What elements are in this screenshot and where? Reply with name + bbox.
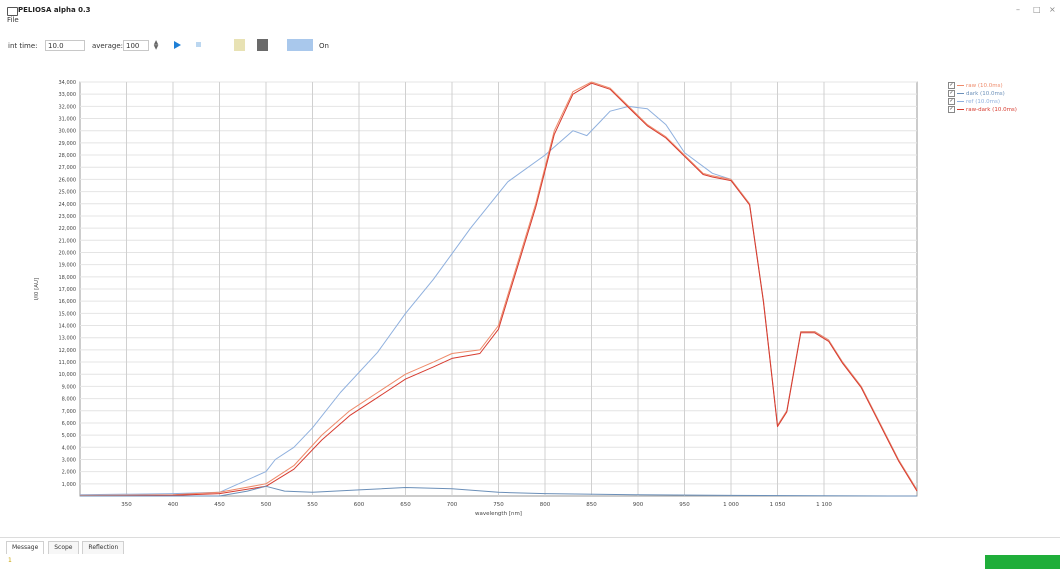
average-stepper[interactable]: ▲ ▼ bbox=[153, 39, 159, 51]
y-tick-label: 25,000 bbox=[59, 190, 77, 196]
y-tick-label: 27,000 bbox=[59, 165, 77, 171]
int-time-label: int time: bbox=[8, 42, 38, 50]
y-tick-label: 33,000 bbox=[59, 92, 77, 98]
legend-checkbox[interactable]: ✓ bbox=[948, 98, 955, 105]
x-tick-label: 650 bbox=[400, 502, 411, 508]
y-tick-label: 12,000 bbox=[59, 348, 77, 354]
legend-checkbox[interactable]: ✓ bbox=[948, 106, 955, 113]
x-tick-label: 800 bbox=[540, 502, 551, 508]
y-tick-label: 4,000 bbox=[62, 445, 76, 451]
x-tick-label: 1 000 bbox=[723, 502, 739, 508]
y-tick-label: 14,000 bbox=[59, 324, 77, 330]
y-tick-label: 8,000 bbox=[62, 397, 76, 403]
y-tick-label: 23,000 bbox=[59, 214, 77, 220]
y-tick-label: 13,000 bbox=[59, 336, 77, 342]
y-tick-label: 28,000 bbox=[59, 153, 77, 159]
legend-swatch bbox=[957, 93, 964, 94]
ref-swatch-button[interactable] bbox=[257, 39, 268, 51]
series-line bbox=[79, 82, 918, 497]
legend-label: dark (10.0ms) bbox=[966, 91, 1005, 97]
stop-icon[interactable] bbox=[196, 42, 201, 47]
bottom-tabs: Message Scope Reflection bbox=[6, 541, 126, 554]
legend-label: raw-dark (10.0ms) bbox=[966, 107, 1017, 113]
title-bar: PELIOSA alpha 0.3 File – □ × bbox=[0, 0, 1060, 24]
y-tick-label: 10,000 bbox=[59, 372, 77, 378]
y-tick-label: 18,000 bbox=[59, 275, 77, 281]
minimize-icon[interactable]: – bbox=[1016, 5, 1020, 14]
x-tick-label: 450 bbox=[214, 502, 225, 508]
x-tick-label: 500 bbox=[261, 502, 272, 508]
y-tick-label: 6,000 bbox=[62, 421, 76, 427]
x-tick-label: 1 100 bbox=[816, 502, 832, 508]
legend-item[interactable]: ✓ raw-dark (10.0ms) bbox=[948, 106, 1038, 114]
y-tick-label: 31,000 bbox=[59, 117, 77, 123]
toolbar: int time: 10.0 average: 100 ▲ ▼ On bbox=[0, 38, 1060, 56]
y-tick-label: 17,000 bbox=[59, 287, 77, 293]
spectrum-chart: 1,000 2,000 3,000 4,000 5,000 6,000 7,000 8,000… bbox=[34, 80, 918, 517]
y-tick-label: 9,000 bbox=[62, 384, 76, 390]
status-count: 1 bbox=[8, 557, 12, 564]
y-tick-label: 1,000 bbox=[62, 482, 76, 488]
x-tick-label: 350 bbox=[121, 502, 132, 508]
legend-label: ref (10.0ms) bbox=[966, 99, 1000, 105]
x-tick-label: 600 bbox=[354, 502, 365, 508]
y-tick-label: 3,000 bbox=[62, 457, 76, 463]
x-tick-label: 850 bbox=[586, 502, 597, 508]
y-tick-label: 26,000 bbox=[59, 177, 77, 183]
y-tick-label: 22,000 bbox=[59, 226, 77, 232]
y-tick-label: 15,000 bbox=[59, 311, 77, 317]
y-tick-label: 11,000 bbox=[59, 360, 77, 366]
dark-swatch-button[interactable] bbox=[234, 39, 245, 51]
legend-swatch bbox=[957, 109, 964, 110]
status-indicator bbox=[985, 555, 1060, 569]
y-tick-label: 2,000 bbox=[62, 470, 76, 476]
x-tick-label: 750 bbox=[493, 502, 504, 508]
int-time-input[interactable]: 10.0 bbox=[45, 40, 85, 51]
legend-item[interactable]: ✓ ref (10.0ms) bbox=[948, 98, 1038, 106]
maximize-icon[interactable]: □ bbox=[1033, 5, 1041, 14]
average-label: average: bbox=[92, 42, 124, 50]
y-tick-label: 16,000 bbox=[59, 299, 77, 305]
chart-legend: ✓ raw (10.0ms) ✓ dark (10.0ms) ✓ ref (10.0ms)… bbox=[948, 82, 1038, 114]
y-tick-label: 29,000 bbox=[59, 141, 77, 147]
legend-swatch bbox=[957, 101, 964, 102]
x-tick-label: 400 bbox=[168, 502, 179, 508]
on-label: On bbox=[319, 42, 329, 50]
x-axis-label: wavelength [nm] bbox=[475, 511, 522, 517]
y-tick-label: 7,000 bbox=[62, 409, 76, 415]
y-tick-label: 34,000 bbox=[59, 80, 77, 86]
legend-checkbox[interactable]: ✓ bbox=[948, 90, 955, 97]
legend-checkbox[interactable]: ✓ bbox=[948, 82, 955, 89]
y-tick-label: 32,000 bbox=[59, 104, 77, 110]
x-tick-label: 550 bbox=[307, 502, 318, 508]
tab-scope[interactable]: Scope bbox=[48, 541, 79, 554]
window-title: PELIOSA alpha 0.3 bbox=[18, 6, 91, 14]
tab-reflection[interactable]: Reflection bbox=[82, 541, 125, 554]
legend-swatch bbox=[957, 85, 964, 86]
x-tick-label: 700 bbox=[447, 502, 458, 508]
menu-file[interactable]: File bbox=[7, 16, 19, 24]
y-tick-label: 21,000 bbox=[59, 238, 77, 244]
series-line bbox=[79, 81, 918, 496]
play-icon[interactable] bbox=[174, 41, 181, 49]
series-line bbox=[80, 485, 918, 497]
x-tick-label: 900 bbox=[633, 502, 644, 508]
y-axis-label: I/I0 [AU] bbox=[34, 278, 40, 300]
close-icon[interactable]: × bbox=[1049, 5, 1056, 14]
x-tick-label: 950 bbox=[679, 502, 690, 508]
legend-label: raw (10.0ms) bbox=[966, 83, 1003, 89]
app-icon bbox=[7, 7, 18, 16]
y-tick-label: 24,000 bbox=[59, 202, 77, 208]
y-tick-label: 19,000 bbox=[59, 263, 77, 269]
legend-item[interactable]: ✓ dark (10.0ms) bbox=[948, 90, 1038, 98]
on-toggle[interactable] bbox=[287, 39, 313, 51]
y-tick-label: 30,000 bbox=[59, 129, 77, 135]
average-input[interactable]: 100 bbox=[123, 40, 149, 51]
y-tick-label: 5,000 bbox=[62, 433, 76, 439]
y-tick-label: 20,000 bbox=[59, 250, 77, 256]
legend-item[interactable]: ✓ raw (10.0ms) bbox=[948, 82, 1038, 90]
divider bbox=[0, 537, 1060, 538]
tab-message[interactable]: Message bbox=[6, 541, 45, 554]
x-tick-label: 1 050 bbox=[770, 502, 786, 508]
